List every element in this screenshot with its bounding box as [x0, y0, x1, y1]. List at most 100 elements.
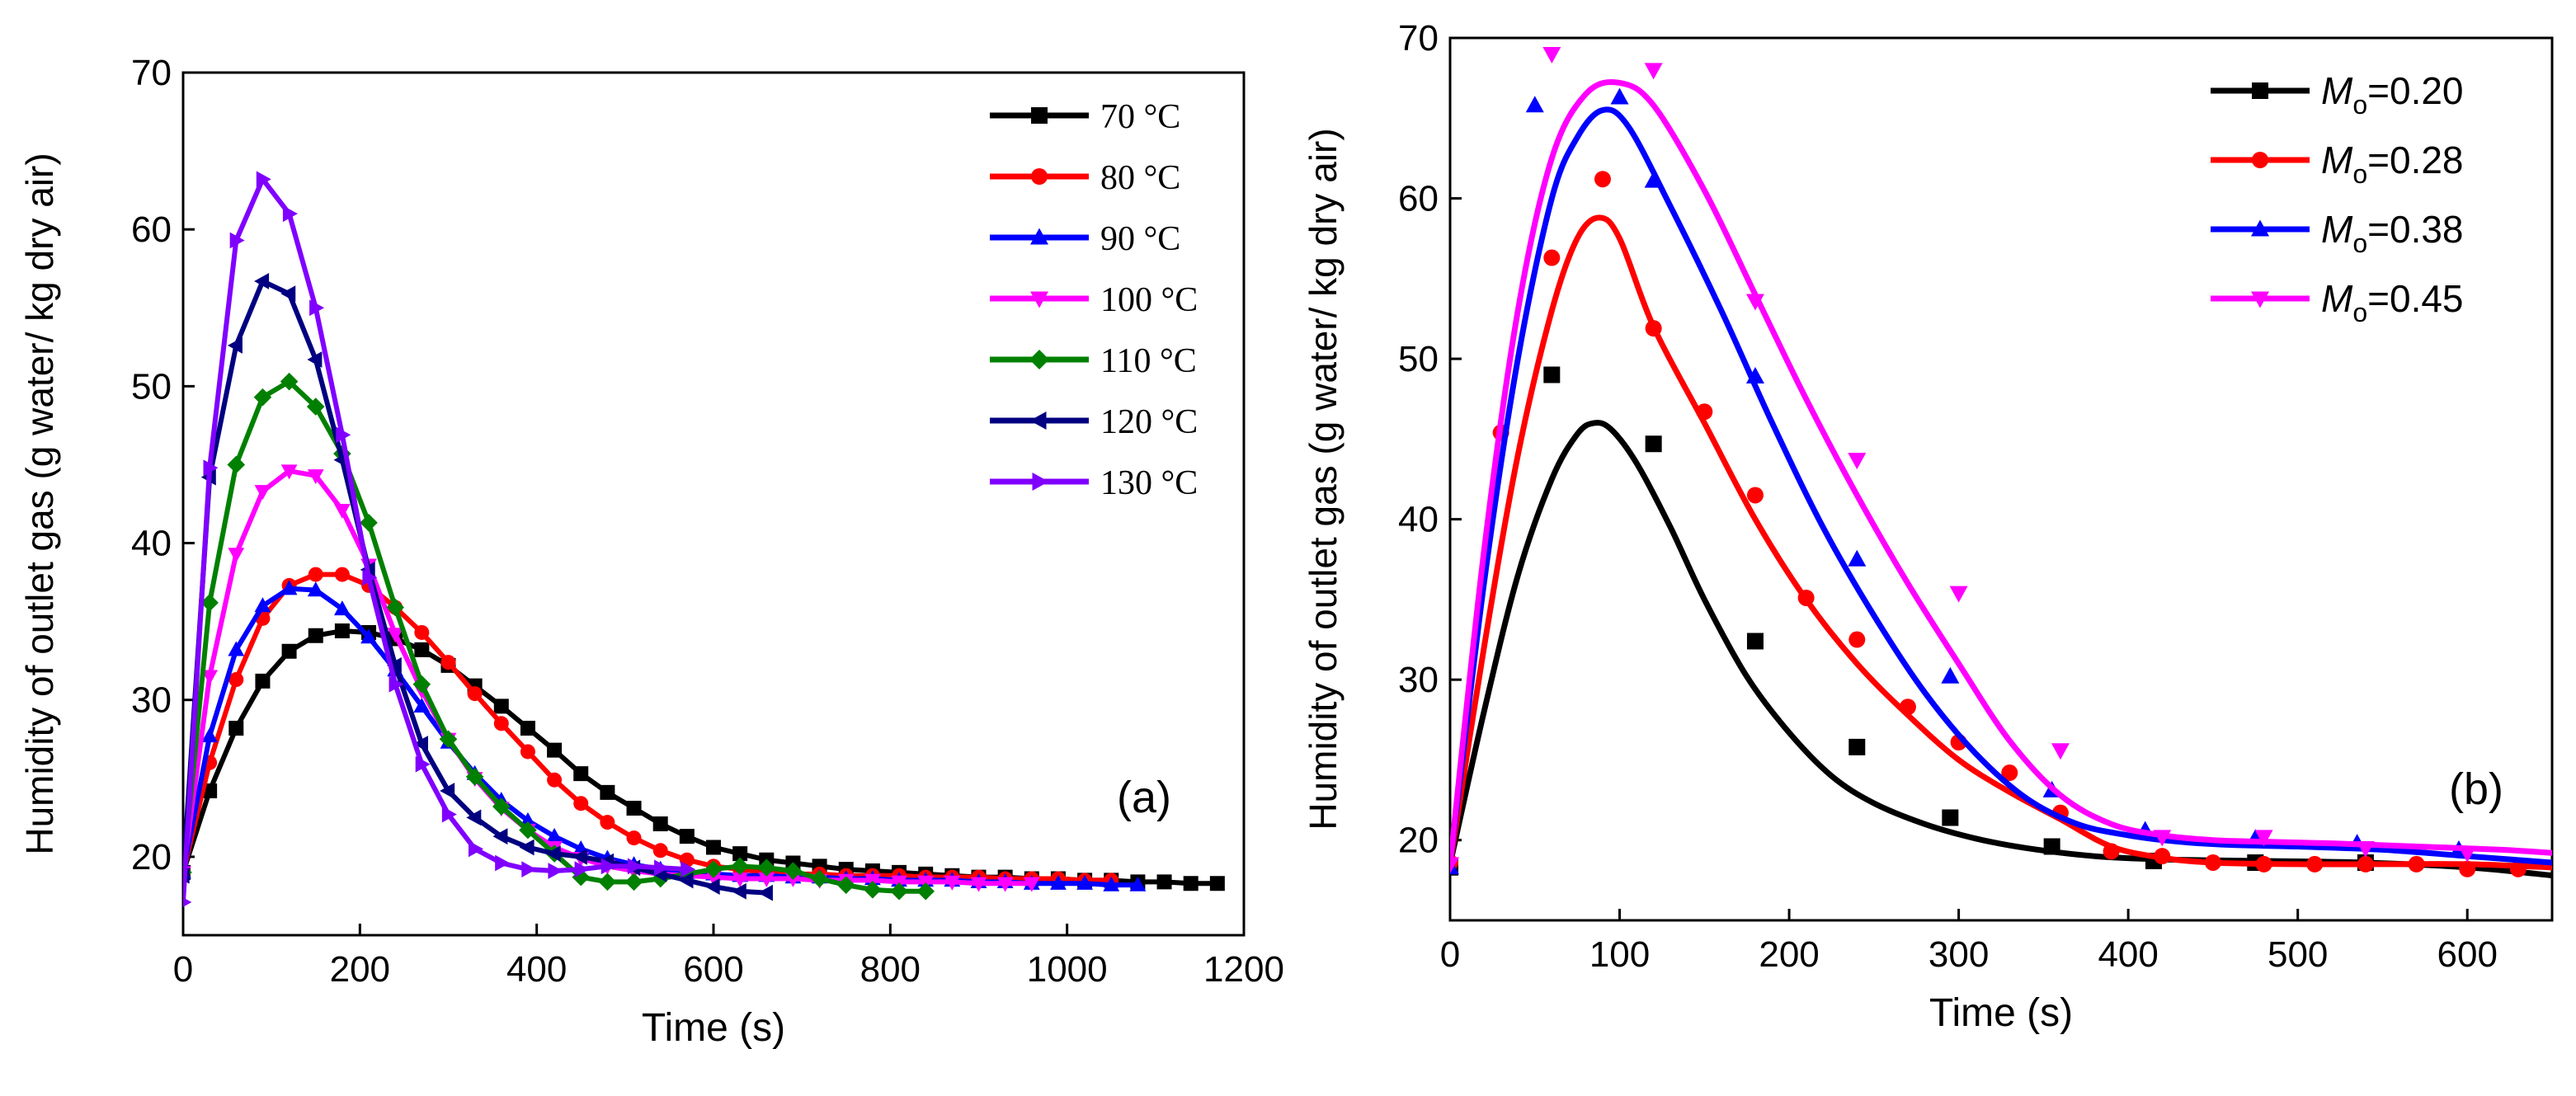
- series-130-C: [183, 171, 696, 907]
- data-point: [201, 727, 219, 743]
- data-point: [254, 485, 271, 501]
- series-70-C: [183, 623, 1225, 891]
- series-line: [183, 379, 926, 894]
- data-point: [1129, 876, 1147, 891]
- data-point: [440, 655, 456, 670]
- series-line: [183, 278, 767, 896]
- panel-label: (b): [2449, 764, 2503, 814]
- data-point: [731, 882, 746, 900]
- legend-marker: [1031, 168, 1048, 185]
- data-point: [1644, 63, 1663, 80]
- data-point: [2153, 830, 2172, 847]
- legend-marker: [1030, 291, 1048, 308]
- data-point: [1076, 874, 1093, 890]
- data-point: [413, 697, 431, 713]
- data-point: [387, 628, 404, 643]
- data-point: [1899, 699, 1916, 716]
- x-tick-label: 400: [506, 949, 567, 990]
- data-point: [678, 872, 694, 889]
- x-tick-label: 100: [1589, 934, 1650, 975]
- data-point: [2051, 743, 2070, 760]
- legend-item: Mo=0.20: [2211, 69, 2464, 120]
- data-point: [1645, 320, 1662, 337]
- data-point: [200, 594, 219, 612]
- data-point: [652, 843, 668, 858]
- legend-label: Mo=0.38: [2321, 208, 2464, 258]
- data-point: [334, 503, 351, 519]
- data-point: [836, 876, 855, 894]
- x-tick-label: 600: [2437, 934, 2498, 975]
- x-tick-label: 400: [2098, 934, 2158, 975]
- legend-label: 120 °C: [1100, 403, 1198, 441]
- series-line: [183, 572, 1112, 883]
- data-point: [203, 459, 219, 477]
- legend-marker: [2251, 291, 2269, 308]
- data-point: [1050, 874, 1067, 890]
- data-point: [519, 839, 535, 856]
- data-point: [1745, 366, 1764, 383]
- legend-item: 110 °C: [990, 342, 1197, 380]
- data-point: [784, 862, 803, 880]
- data-point: [1848, 549, 1867, 567]
- y-tick-label: 70: [1398, 18, 1439, 59]
- x-tick-label: 0: [1440, 934, 1460, 975]
- panel-b-chart: 0 100 200 300 400 500 600 20 30 40 50 60 70 Time (s) H…: [1302, 18, 2554, 1035]
- legend-label: 130 °C: [1100, 464, 1198, 502]
- data-point: [654, 859, 670, 877]
- data-point: [307, 581, 324, 597]
- legend-item: 120 °C: [990, 403, 1198, 441]
- y-tick-label: 20: [1398, 821, 1439, 861]
- data-point: [493, 699, 509, 714]
- data-point: [890, 882, 908, 901]
- legend-marker: [2252, 82, 2268, 99]
- data-point: [970, 877, 987, 892]
- data-point: [1942, 809, 1959, 826]
- y-tick-label: 40: [131, 524, 172, 564]
- data-point: [307, 351, 323, 368]
- data-point: [547, 772, 563, 788]
- data-point: [2001, 764, 2018, 782]
- legend: 70 °C 80 °C 90 °C 100 °C 110 °C 120 °C 130 °C: [990, 98, 1198, 502]
- data-point: [548, 863, 563, 879]
- legend-item: 70 °C: [990, 98, 1180, 136]
- data-point: [572, 849, 587, 865]
- y-tick-label: 50: [131, 366, 172, 407]
- data-point: [758, 872, 775, 887]
- data-point: [519, 821, 537, 840]
- data-point: [466, 809, 482, 826]
- data-point: [573, 796, 589, 811]
- y-tick-label: 40: [1398, 500, 1439, 540]
- data-point: [547, 742, 563, 758]
- data-point: [573, 766, 589, 782]
- legend-label: Mo=0.45: [2321, 277, 2464, 327]
- data-point: [574, 861, 590, 878]
- legend-label: 110 °C: [1100, 342, 1197, 380]
- data-point: [414, 642, 430, 657]
- y-tick-label: 60: [131, 209, 172, 250]
- data-point: [600, 815, 615, 830]
- data-point: [520, 720, 535, 736]
- legend-item: Mo=0.38: [2211, 208, 2464, 258]
- data-point: [600, 784, 615, 800]
- x-tick-label: 200: [330, 949, 390, 990]
- data-point: [1949, 586, 1968, 603]
- data-point: [626, 830, 642, 846]
- data-point: [334, 600, 351, 616]
- data-point: [228, 548, 245, 563]
- legend-label: 90 °C: [1100, 220, 1180, 258]
- series-line: [183, 628, 1217, 887]
- data-point: [545, 845, 561, 863]
- legend-item: 80 °C: [990, 159, 1180, 197]
- legend-marker: [1031, 107, 1048, 124]
- data-point: [228, 672, 244, 688]
- data-point: [2357, 855, 2374, 873]
- legend-item: 130 °C: [990, 464, 1198, 502]
- data-point: [2154, 848, 2171, 865]
- data-point: [334, 623, 350, 639]
- data-point: [307, 469, 324, 485]
- legend-marker: [1029, 412, 1047, 430]
- data-point: [280, 285, 296, 303]
- data-point: [1525, 96, 1544, 113]
- x-tick-label: 0: [173, 949, 193, 990]
- data-point: [2103, 843, 2120, 860]
